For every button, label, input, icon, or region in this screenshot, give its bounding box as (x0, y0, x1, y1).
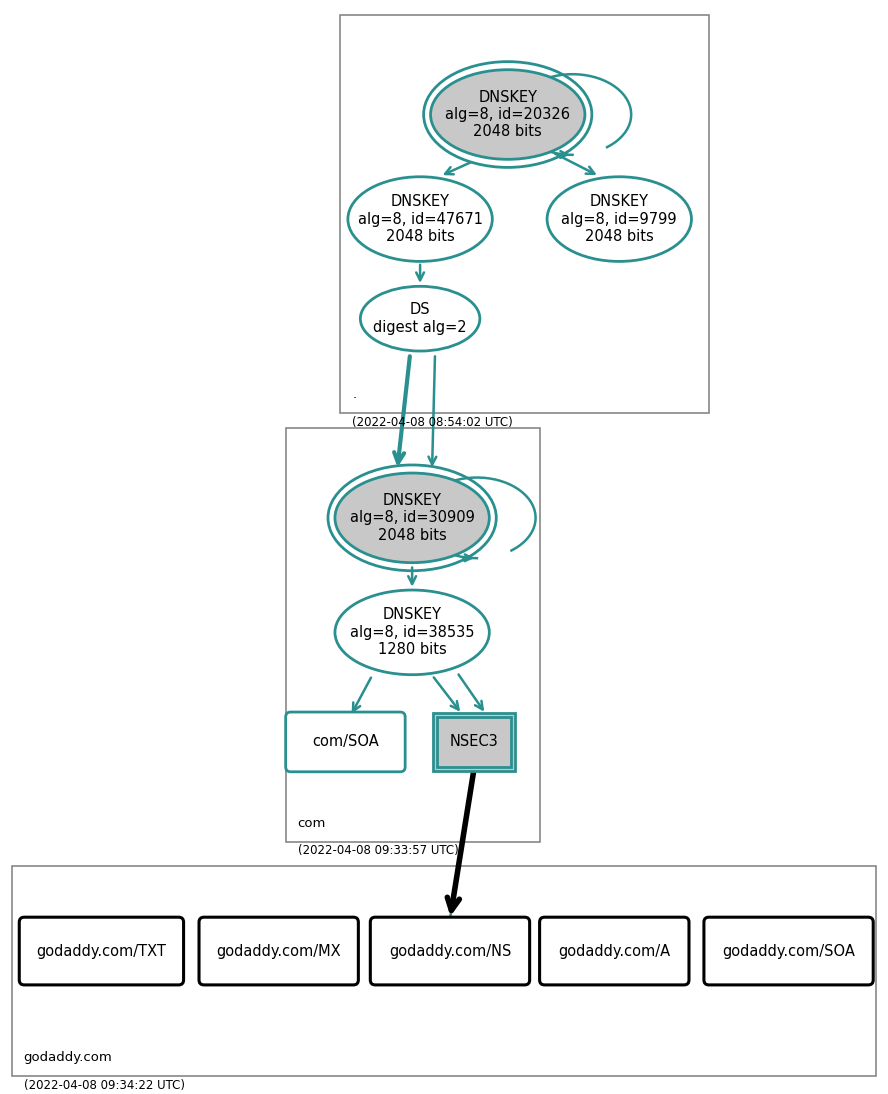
Ellipse shape (348, 177, 492, 261)
Text: (2022-04-08 09:34:22 UTC): (2022-04-08 09:34:22 UTC) (24, 1079, 185, 1092)
Text: godaddy.com/SOA: godaddy.com/SOA (722, 943, 855, 958)
Text: godaddy.com/MX: godaddy.com/MX (217, 943, 341, 958)
Text: DNSKEY
alg=8, id=20326
2048 bits: DNSKEY alg=8, id=20326 2048 bits (445, 90, 570, 139)
FancyBboxPatch shape (540, 917, 689, 985)
Text: com: com (297, 816, 326, 829)
Text: godaddy.com/A: godaddy.com/A (559, 943, 670, 958)
Text: godaddy.com/TXT: godaddy.com/TXT (36, 943, 166, 958)
Text: godaddy.com/NS: godaddy.com/NS (389, 943, 511, 958)
Bar (437, 717, 511, 767)
FancyBboxPatch shape (370, 917, 529, 985)
Bar (286, 428, 540, 841)
Bar (340, 15, 709, 414)
Ellipse shape (431, 70, 585, 160)
FancyBboxPatch shape (199, 917, 359, 985)
Text: DNSKEY
alg=8, id=47671
2048 bits: DNSKEY alg=8, id=47671 2048 bits (358, 195, 482, 244)
Text: (2022-04-08 08:54:02 UTC): (2022-04-08 08:54:02 UTC) (353, 417, 513, 429)
Ellipse shape (547, 177, 692, 261)
Ellipse shape (361, 287, 480, 351)
Text: .: . (353, 388, 356, 401)
Ellipse shape (335, 473, 489, 562)
Text: com/SOA: com/SOA (312, 734, 379, 749)
Text: NSEC3: NSEC3 (449, 734, 498, 749)
Ellipse shape (335, 590, 489, 675)
FancyBboxPatch shape (286, 712, 405, 771)
FancyBboxPatch shape (20, 917, 184, 985)
Bar (12, 866, 876, 1075)
Text: DNSKEY
alg=8, id=9799
2048 bits: DNSKEY alg=8, id=9799 2048 bits (561, 195, 677, 244)
Text: DNSKEY
alg=8, id=38535
1280 bits: DNSKEY alg=8, id=38535 1280 bits (350, 607, 474, 657)
FancyBboxPatch shape (704, 917, 873, 985)
Text: (2022-04-08 09:33:57 UTC): (2022-04-08 09:33:57 UTC) (297, 845, 458, 858)
Text: DS
digest alg=2: DS digest alg=2 (373, 302, 467, 335)
Text: godaddy.com: godaddy.com (24, 1050, 113, 1063)
Bar (432, 713, 515, 771)
Text: DNSKEY
alg=8, id=30909
2048 bits: DNSKEY alg=8, id=30909 2048 bits (350, 493, 474, 543)
